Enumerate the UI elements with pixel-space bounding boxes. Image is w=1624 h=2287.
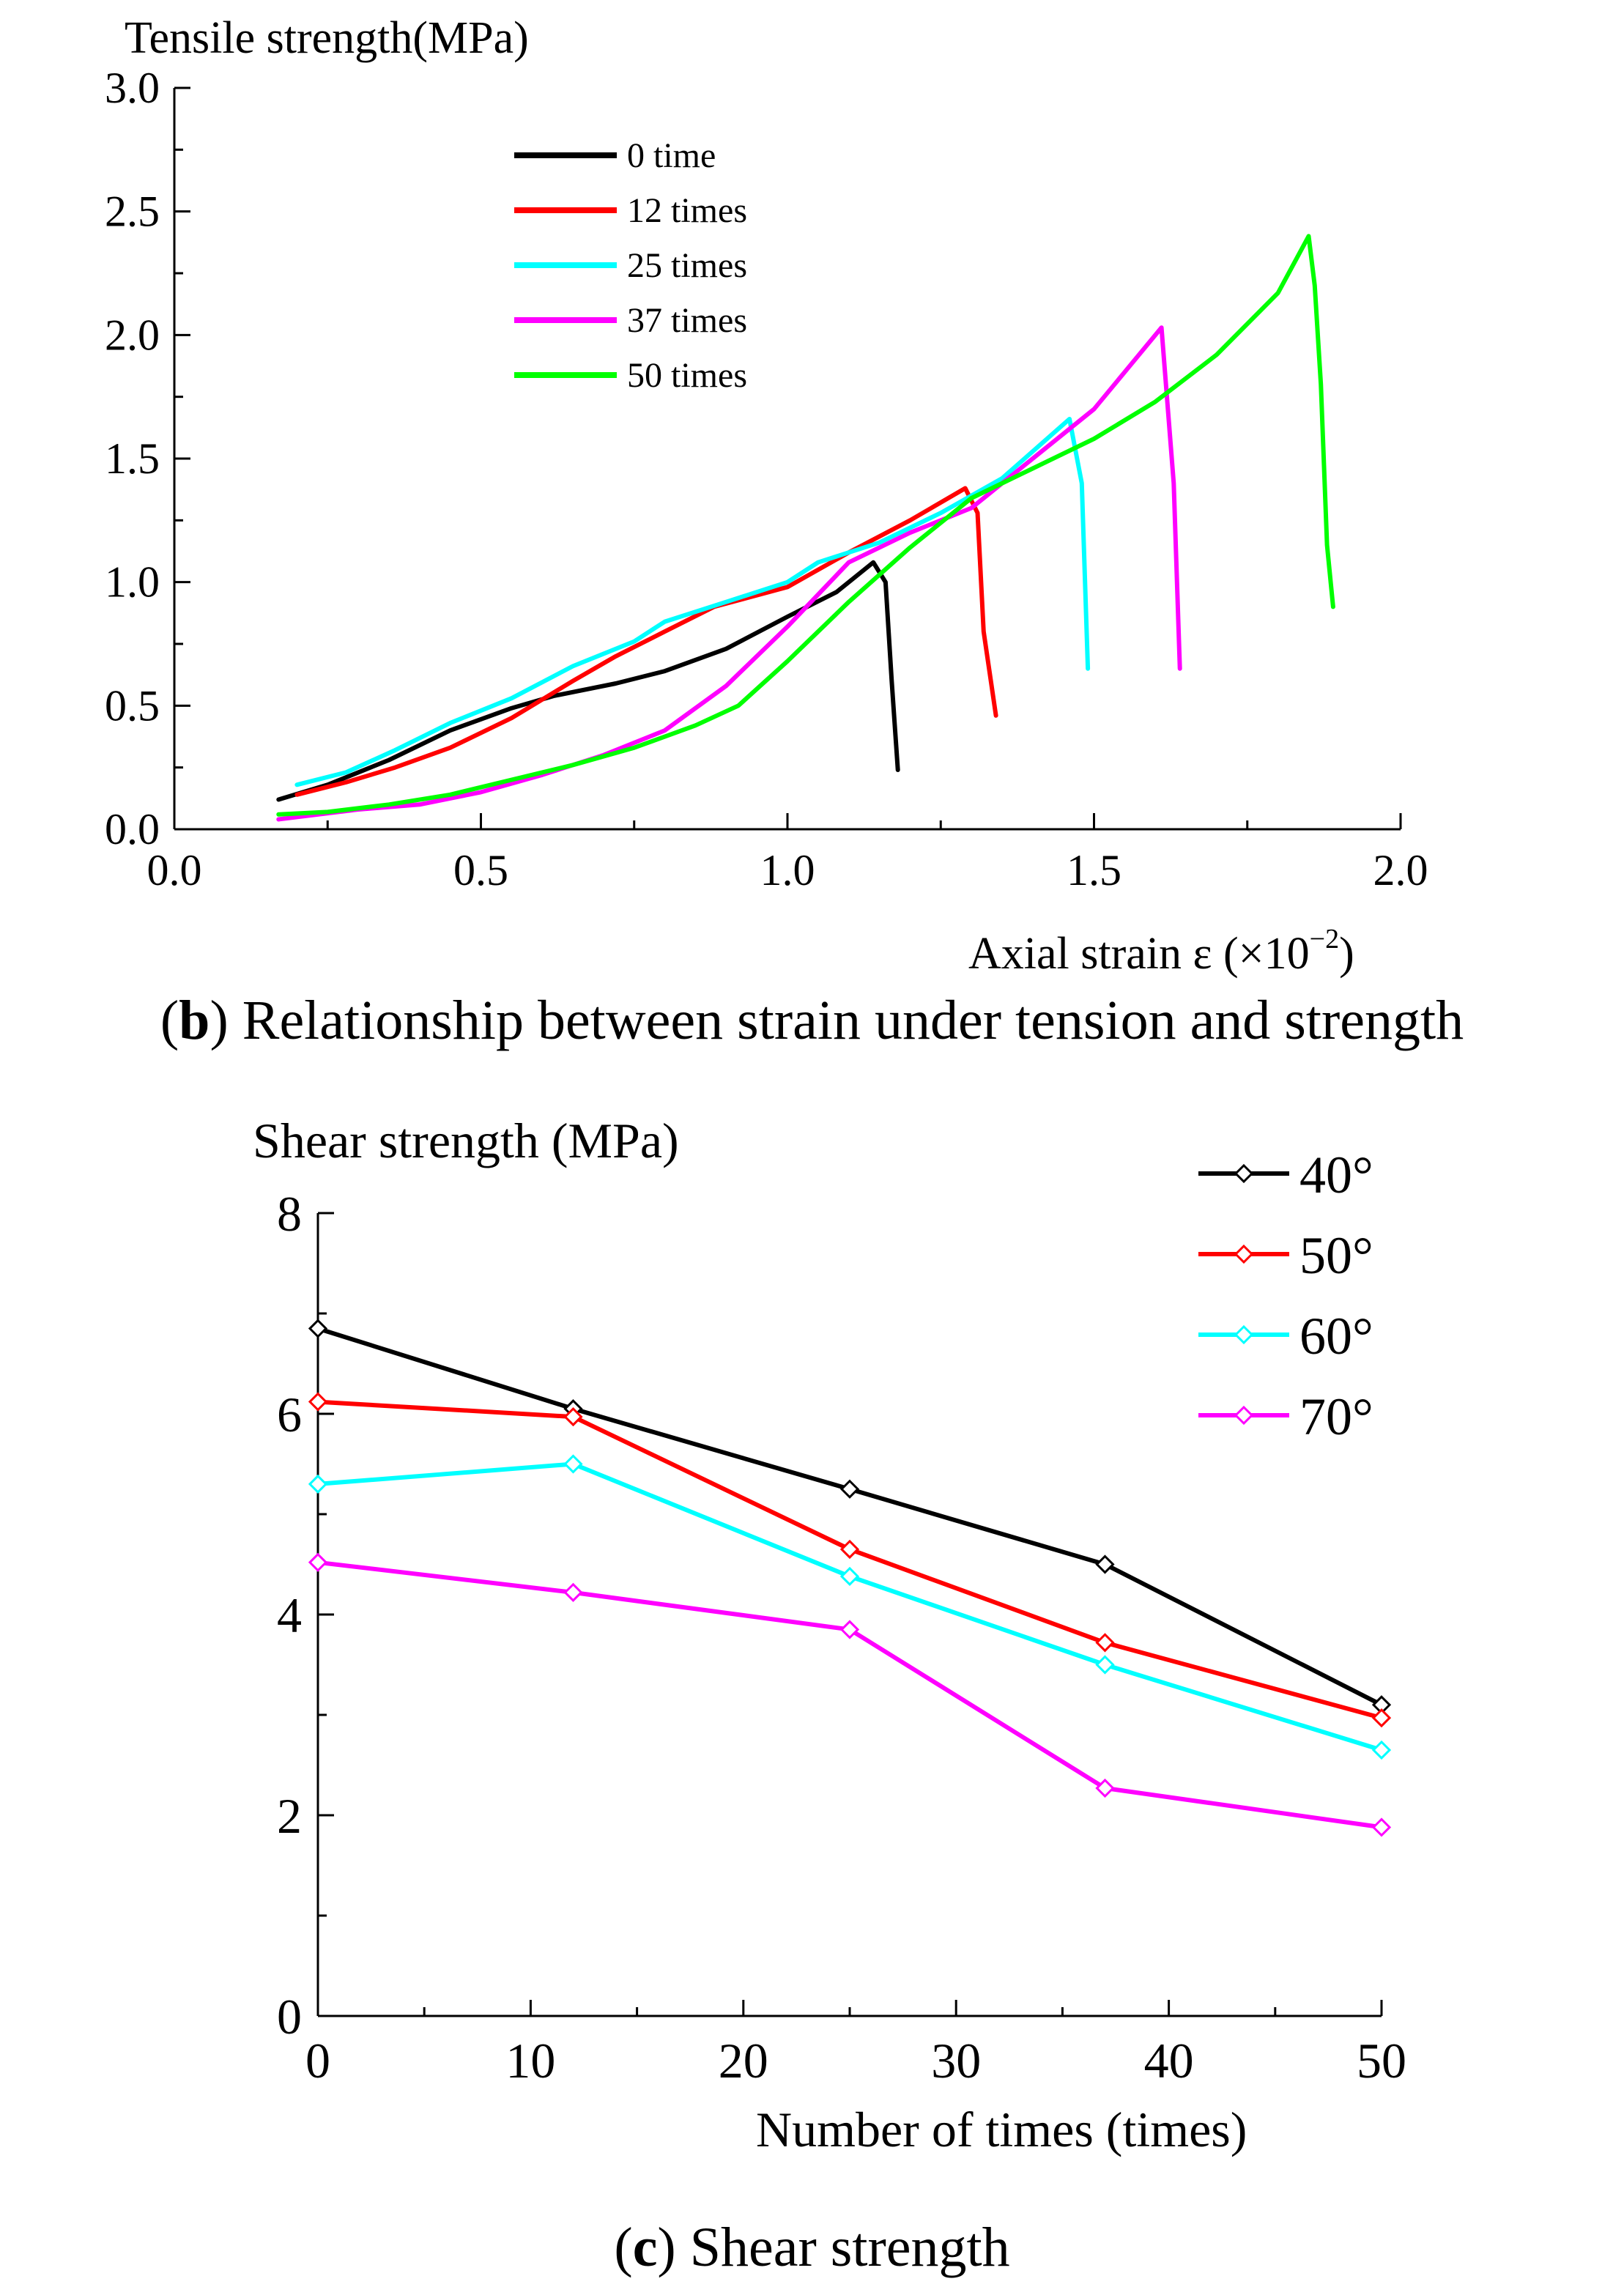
series-group <box>308 1319 1392 1837</box>
x-axis-label: Number of times (times) <box>756 2102 1247 2157</box>
series-line-2 <box>317 1461 1382 1752</box>
data-point-marker <box>308 1319 328 1338</box>
series-line-0 <box>276 560 900 802</box>
series-line-2 <box>294 417 1091 787</box>
data-point-marker <box>563 1454 583 1474</box>
data-point-marker <box>308 1552 328 1572</box>
legend-marker <box>1234 1244 1254 1264</box>
data-point-marker <box>1095 1655 1115 1675</box>
x-tick-label: 1.5 <box>1067 846 1121 894</box>
axes: 0.0 0.5 1.0 1.5 2.0 2.5 3.0 0.0 0.5 1.0 1.5 2.0 <box>105 64 1428 894</box>
x-tick-label: 0.5 <box>453 846 508 894</box>
x-tick-label: 30 <box>931 2033 981 2088</box>
series-line-3 <box>317 1560 1382 1830</box>
y-tick-label: 2.5 <box>105 188 160 236</box>
shear-strength-chart: Shear strength (MPa) 0 2 4 6 8 0 10 20 30 40 50 40… <box>253 1113 1406 2157</box>
x-tick-label: 10 <box>505 2033 555 2088</box>
y-tick-label: 1.5 <box>105 434 160 483</box>
y-tick-label: 2.0 <box>105 311 160 359</box>
legend: 0 time 12 times 25 times 37 times 50 times <box>514 136 747 395</box>
y-tick-label: 0.5 <box>105 681 160 730</box>
y-tick-label: 1.0 <box>105 558 160 607</box>
legend-label: 12 times <box>627 191 747 230</box>
series-line-3 <box>276 325 1182 822</box>
axes: 0 2 4 6 8 0 10 20 30 40 50 <box>277 1186 1406 2088</box>
legend-label: 50° <box>1299 1226 1373 1285</box>
figure-b-caption: (b) Relationship between strain under te… <box>160 990 1464 1051</box>
y-tick-label: 3.0 <box>105 64 160 112</box>
data-point-marker <box>839 1479 860 1499</box>
series-line-4 <box>276 234 1335 817</box>
legend-label: 60° <box>1299 1307 1373 1365</box>
caption-text: Shear strength <box>689 2217 1010 2278</box>
data-point-marker <box>1095 1778 1115 1798</box>
legend-label: 25 times <box>627 246 747 285</box>
data-point-marker <box>308 1474 328 1494</box>
data-point-marker <box>839 1566 860 1587</box>
x-tick-label: 0.0 <box>147 846 202 894</box>
x-tick-label: 1.0 <box>760 846 815 894</box>
data-point-marker <box>563 1406 583 1427</box>
caption-letter: c <box>632 2217 658 2278</box>
x-tick-label: 2.0 <box>1373 846 1428 894</box>
series-line-1 <box>317 1399 1382 1720</box>
legend-label: 37 times <box>627 301 747 340</box>
legend-marker <box>1234 1405 1254 1426</box>
legend-marker <box>1234 1324 1254 1345</box>
series-group <box>276 234 1335 822</box>
legend-label: 50 times <box>627 356 747 395</box>
data-point-marker <box>308 1392 328 1412</box>
data-point-marker <box>1095 1633 1115 1653</box>
y-tick-label: 6 <box>277 1387 302 1442</box>
series-line-0 <box>317 1326 1383 1707</box>
data-point-marker <box>839 1539 860 1560</box>
x-tick-label: 0 <box>305 2033 330 2088</box>
y-tick-label: 0.0 <box>105 805 160 853</box>
caption-letter: b <box>179 990 210 1051</box>
figure-c-caption: (c) Shear strength <box>614 2217 1010 2278</box>
x-axis-label: Axial strain ε (×10−2) <box>968 924 1354 979</box>
y-tick-label: 0 <box>277 1989 302 2045</box>
data-point-marker <box>1095 1554 1115 1574</box>
legend-label: 70° <box>1299 1387 1373 1446</box>
y-tick-label: 4 <box>277 1587 302 1643</box>
data-point-marker <box>563 1582 583 1602</box>
caption-text: Relationship between strain under tensio… <box>242 990 1464 1051</box>
y-tick-label: 8 <box>277 1186 302 1242</box>
data-point-marker <box>1371 1708 1392 1728</box>
legend-label: 0 time <box>627 136 716 175</box>
y-axis-label: Shear strength (MPa) <box>253 1113 679 1168</box>
tensile-strength-chart: Tensile strength(MPa) 0.0 0.5 1.0 1.5 2.0 2.5… <box>105 13 1428 979</box>
x-tick-label: 20 <box>719 2033 768 2088</box>
legend: 40° 50° 60° 70° <box>1198 1146 1373 1446</box>
y-axis-label: Tensile strength(MPa) <box>125 13 529 63</box>
x-tick-label: 50 <box>1357 2033 1406 2088</box>
data-point-marker <box>1371 1817 1392 1837</box>
y-tick-label: 2 <box>277 1788 302 1844</box>
legend-label: 40° <box>1299 1146 1373 1204</box>
x-tick-label: 40 <box>1144 2033 1194 2088</box>
data-point-marker <box>839 1620 860 1639</box>
data-point-marker <box>1371 1740 1392 1760</box>
legend-marker <box>1234 1163 1254 1184</box>
